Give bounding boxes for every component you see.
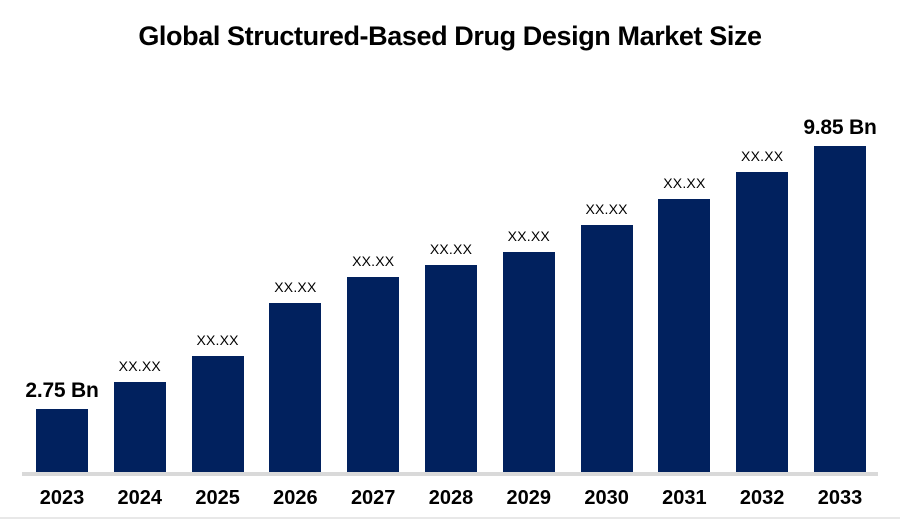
x-axis-label-2033: 2033 xyxy=(817,487,863,509)
bar-2028 xyxy=(424,265,477,472)
bar-value-label-2026: XX.XX xyxy=(274,279,317,295)
x-axis-line xyxy=(22,472,878,476)
bar-2032 xyxy=(736,172,789,472)
x-axis-label-2024: 2024 xyxy=(117,487,163,509)
bar-2025 xyxy=(191,356,244,472)
bar-value-label-2030: XX.XX xyxy=(585,201,628,217)
bar-column-2023: 2.75 Bn xyxy=(25,379,99,472)
bar-value-label-2033: 9.85 Bn xyxy=(803,116,877,139)
x-axis-labels: 2023 2024 2025 2026 2027 2028 2029 2030 2031 2032… xyxy=(36,487,866,510)
bar-value-label-2032: XX.XX xyxy=(741,148,784,164)
bar-column-2033: 9.85 Bn xyxy=(803,116,877,472)
bar-column-2029: XX.XX xyxy=(502,228,555,472)
x-axis-label-2026: 2026 xyxy=(273,487,318,509)
plot-area: 2.75 Bn XX.XX XX.XX XX.XX XX.XX XX.XX XX.XX XX.… xyxy=(25,116,877,472)
bar-column-2028: XX.XX xyxy=(424,241,477,472)
bar-value-label-2025: XX.XX xyxy=(196,332,239,348)
bar-2026 xyxy=(269,303,322,472)
bar-value-label-2028: XX.XX xyxy=(429,241,473,257)
bar-column-2024: XX.XX xyxy=(113,358,166,472)
x-axis-label-2023: 2023 xyxy=(39,487,85,509)
bar-value-label-2031: XX.XX xyxy=(663,175,706,191)
x-axis-label-2030: 2030 xyxy=(584,487,629,509)
x-axis-label-2025: 2025 xyxy=(195,487,240,509)
chart-title: Global Structured-Based Drug Design Mark… xyxy=(138,21,762,51)
x-axis-label-2028: 2028 xyxy=(428,487,474,509)
bar-column-2026: XX.XX xyxy=(269,279,322,472)
x-axis-label-2027: 2027 xyxy=(350,487,396,509)
bar-column-2030: XX.XX xyxy=(580,201,633,472)
bar-2031 xyxy=(658,199,711,472)
bar-2033 xyxy=(813,146,866,472)
x-axis-label-2032: 2032 xyxy=(739,487,785,509)
bar-value-label-2024: XX.XX xyxy=(118,358,161,374)
bar-column-2025: XX.XX xyxy=(191,332,244,472)
bottom-divider-line xyxy=(0,517,900,519)
bar-value-label-2023: 2.75 Bn xyxy=(25,379,99,402)
bar-2027 xyxy=(347,277,400,472)
bar-2029 xyxy=(502,252,555,472)
x-axis-label-2031: 2031 xyxy=(662,487,707,509)
bar-2024 xyxy=(113,382,166,472)
bar-column-2027: XX.XX xyxy=(347,253,400,472)
bar-value-label-2027: XX.XX xyxy=(352,253,395,269)
x-axis-label-2029: 2029 xyxy=(506,487,552,509)
bar-2023 xyxy=(36,409,88,472)
bar-value-label-2029: XX.XX xyxy=(507,228,550,244)
bar-column-2032: XX.XX xyxy=(736,148,789,472)
bar-2030 xyxy=(580,225,633,472)
bar-column-2031: XX.XX xyxy=(658,175,711,472)
